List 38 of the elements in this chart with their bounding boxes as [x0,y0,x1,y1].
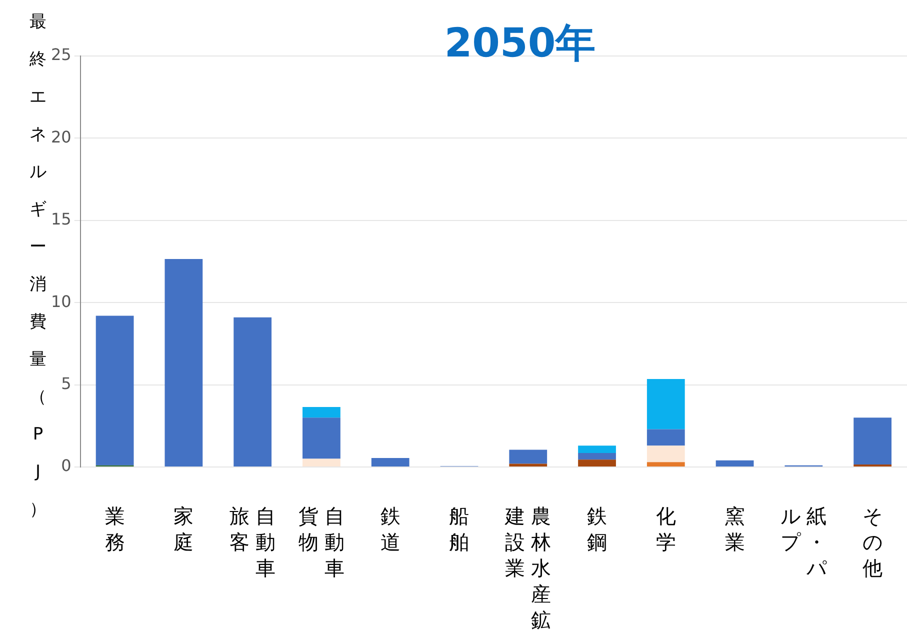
bar [646,446,685,462]
bar [96,316,134,466]
category-label: 紙・パルプ [780,504,827,580]
x-tick-label: 業務 [104,503,126,555]
x-tick-label: 鉄道 [379,503,402,555]
bar [716,460,754,466]
y-tick-label: 15 [51,210,72,229]
category-label: 農林水産鉱建設業 [505,504,552,632]
chart-title: 2050年 [444,20,596,66]
y-tick-label: 25 [51,45,72,64]
category-label: 自動車貨物 [298,504,344,580]
bar [234,317,272,466]
bar [646,429,685,446]
text: 最終エネルギー消費量（PJ） [30,12,46,520]
bar [302,406,340,418]
bar [578,460,616,466]
x-tick-label: 家庭 [172,503,195,555]
bar [646,462,685,466]
x-tick-label: 窯業 [724,503,746,555]
y-tick-label: 20 [51,127,72,146]
bar [302,458,340,466]
bar [302,418,340,459]
bar [646,379,685,430]
bar [578,453,616,460]
y-tick-label: 5 [61,374,72,393]
bar [371,458,410,466]
bar [509,450,548,464]
bar [509,464,548,466]
x-tick-label: 鉄鋼 [586,503,608,555]
bar [578,446,616,454]
category-label: 自動車旅客 [230,504,276,580]
bar [854,418,892,465]
bar [164,259,203,466]
x-tick-label: 船舶 [448,503,470,555]
x-tick-label: 化学 [654,503,677,555]
y-tick-label: 0 [61,456,72,476]
y-tick-label: 10 [51,292,72,311]
x-tick-label: その他 [862,503,884,581]
